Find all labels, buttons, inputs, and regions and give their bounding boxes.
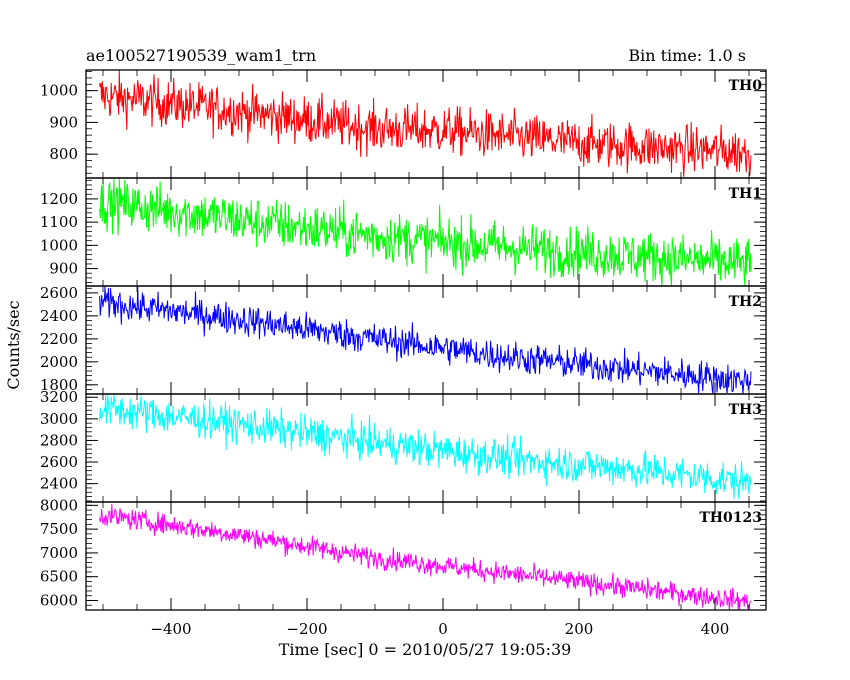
chart-title-left: ae100527190539_wam1_trn [86,46,316,65]
series-line-th1 [99,177,752,287]
panel-th1: 900 1000 1100 1200 TH1 [40,177,767,287]
y-tick-label: 900 [49,113,78,131]
x-tick-label: 0 [438,620,448,638]
x-tick-label: 200 [565,620,594,638]
x-axis: −400 −200 0 200 400 [150,620,729,638]
y-axis-label: Counts/sec [4,300,23,389]
panel-th0: 800 900 1000 TH0 [40,69,767,179]
series-line-th0 [99,70,752,177]
panel-label-th1: TH1 [729,186,762,202]
y-tick-label: 2800 [40,431,78,449]
y-tick-label: 1000 [40,82,78,100]
y-tick-label: 6000 [40,591,78,609]
panel-label-th2: TH2 [729,294,762,310]
y-tick-label: 3200 [40,388,78,406]
chart-title-right: Bin time: 1.0 s [628,46,746,65]
y-tick-label: 2200 [40,330,78,348]
y-tick-label: 900 [49,260,78,278]
series-line-th3 [99,393,752,500]
panel-label-th3: TH3 [729,402,762,418]
y-tick-label: 1000 [40,236,78,254]
panel-label-th0123: TH0123 [699,510,762,526]
x-axis-label: Time [sec] 0 = 2010/05/27 19:05:39 [279,640,572,659]
y-tick-label: 2400 [40,475,78,493]
y-tick-label: 1200 [40,190,78,208]
panel-frame [85,501,767,611]
y-tick-label: 8000 [40,496,78,514]
y-tick-label: 2600 [40,284,78,302]
series-line-th0123 [99,503,752,611]
y-tick-label: 6500 [40,568,78,586]
panel-th0123: 6000 6500 7000 7500 8000 TH0123 [40,496,767,611]
panel-label-th0: TH0 [729,78,763,94]
y-tick-label: 2000 [40,353,78,371]
y-tick-label: 2400 [40,307,78,325]
x-tick-label: −200 [286,620,327,638]
y-tick-label: 1800 [40,376,78,394]
y-tick-label: 1100 [40,213,78,231]
y-tick-label: 800 [49,145,78,163]
panel-frame [85,69,767,179]
x-tick-label: −400 [150,620,191,638]
panel-th2: 1800 2000 2200 2400 2600 TH2 [40,284,767,395]
series-line-th2 [99,285,752,395]
y-tick-label: 7500 [40,520,78,538]
x-tick-label: 400 [701,620,730,638]
panels-group: 800 900 1000 TH0 900 1000 1100 1200 TH1 1800 2000 2… [40,69,767,611]
y-tick-label: 2600 [40,453,78,471]
panel-th3: 2400 2600 2800 3000 3200 TH3 [40,388,767,503]
y-tick-label: 7000 [40,544,78,562]
y-tick-label: 3000 [40,410,78,428]
